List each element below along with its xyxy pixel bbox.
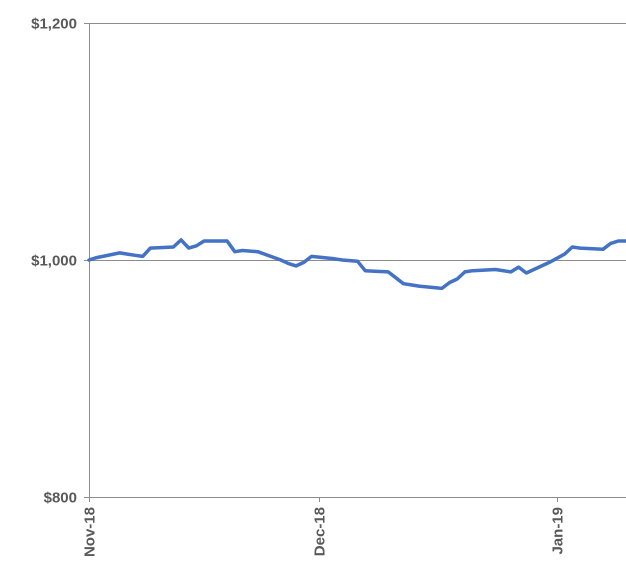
data-point-0-31	[448, 281, 451, 284]
data-point-0-32	[456, 277, 459, 281]
data-point-0-33	[463, 270, 467, 274]
data-point-0-25	[387, 270, 390, 274]
data-point-0-24	[364, 269, 367, 272]
data-point-0-11	[202, 239, 206, 243]
data-point-0-29	[417, 284, 421, 288]
data-point-0-43	[601, 248, 605, 251]
data-point-0-10	[195, 244, 198, 247]
tick-labels: $800 $1,000 $1,200 Nov-18 Dec-18 Jan-19	[31, 16, 566, 558]
data-point-0-2	[118, 251, 121, 255]
data-point-0-45	[617, 239, 620, 243]
data-point-0-7	[172, 245, 175, 249]
data-point-0-28	[410, 283, 413, 287]
data-point-0-36	[509, 270, 513, 274]
y-tick-label-1: $1,000	[31, 253, 77, 270]
series-layer	[87, 238, 626, 291]
series-line-0	[87, 238, 626, 291]
data-point-0-8	[179, 238, 183, 242]
data-point-0-0	[87, 258, 91, 262]
x-tick-label-0: Nov-18	[82, 507, 99, 557]
data-point-0-40	[563, 252, 566, 256]
data-point-0-13	[233, 250, 236, 253]
data-point-0-23	[356, 260, 359, 263]
data-point-0-44	[609, 242, 612, 245]
data-point-0-42	[578, 246, 582, 250]
data-point-0-26	[394, 276, 398, 279]
data-point-0-1	[95, 256, 98, 259]
data-point-0-38	[525, 271, 528, 275]
x-tick-label-2: Jan-19	[550, 507, 567, 555]
data-point-0-21	[333, 257, 336, 260]
data-point-0-37	[517, 265, 520, 269]
data-point-0-18	[294, 264, 298, 268]
data-point-0-4	[133, 254, 137, 257]
data-point-0-20	[310, 255, 313, 258]
data-point-0-27	[402, 282, 405, 285]
data-point-0-22	[341, 258, 344, 262]
data-point-0-15	[256, 250, 259, 253]
x-tick-label-1: Dec-18	[312, 507, 329, 556]
data-point-0-34	[471, 269, 474, 272]
data-point-0-41	[571, 245, 574, 249]
data-point-0-9	[187, 246, 190, 250]
data-point-0-17	[287, 262, 290, 265]
data-point-0-6	[149, 246, 152, 250]
data-point-0-14	[241, 249, 244, 252]
data-point-0-12	[225, 239, 229, 243]
data-point-0-39	[548, 261, 551, 264]
data-point-0-35	[494, 268, 497, 271]
data-point-0-30	[440, 287, 444, 290]
y-tick-label-2: $1,200	[31, 16, 77, 33]
data-point-0-16	[279, 258, 282, 262]
data-point-0-19	[302, 261, 305, 264]
gridlines	[89, 23, 626, 261]
y-tick-label-0: $800	[44, 490, 77, 507]
data-point-0-5	[141, 255, 144, 258]
data-point-0-3	[126, 252, 129, 256]
